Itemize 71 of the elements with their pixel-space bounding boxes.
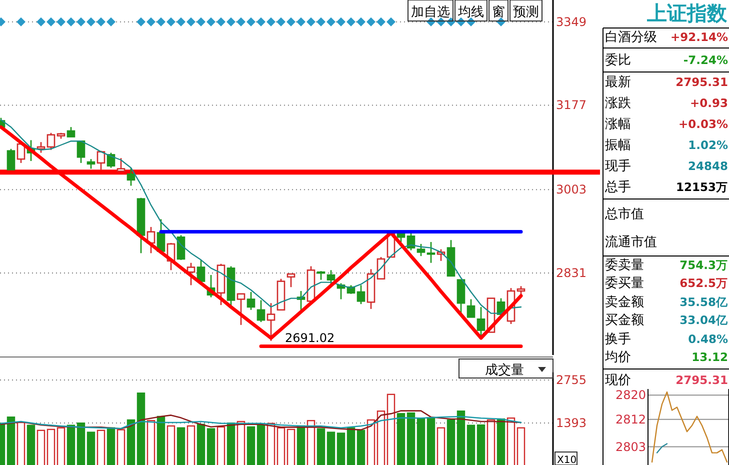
annotation: 窗	[492, 4, 505, 20]
annotation: 均线	[457, 5, 484, 20]
line-series	[0, 416, 522, 430]
category-label: 现手	[605, 159, 631, 174]
candlestick	[286, 273, 296, 288]
y-tick-label: 2831	[556, 266, 587, 280]
candlestick	[46, 132, 56, 151]
category-label: 卖金额	[605, 295, 644, 310]
text: 2795.31	[676, 373, 728, 387]
candlestick	[256, 300, 266, 323]
annotation: 加自选	[411, 5, 450, 20]
category-label: 振幅	[605, 138, 631, 153]
y-tick-label: 2803	[615, 440, 646, 454]
text: 33.04亿	[680, 313, 728, 327]
y-tick-label: 2812	[615, 412, 646, 426]
text: +92.14%	[670, 30, 728, 44]
category-label: 买金额	[605, 313, 644, 328]
candlestick	[86, 158, 96, 170]
y-tick-label: 2755	[556, 373, 587, 388]
text: 0.48%	[688, 332, 728, 346]
category-label: 现价	[605, 373, 631, 388]
text: 35.58亿	[680, 295, 728, 309]
y-tick-label: 3177	[556, 98, 587, 112]
candlestick	[326, 269, 336, 285]
text: -7.24%	[683, 53, 728, 67]
candlestick	[126, 167, 136, 186]
y-tick-label: 1393	[556, 416, 587, 430]
y-tick-label: 3003	[556, 182, 587, 197]
category-label: 总手	[604, 180, 631, 195]
category-label: 涨幅	[605, 117, 631, 132]
text: 754.3万	[680, 258, 728, 272]
text: 上证指数	[646, 1, 728, 25]
text: 12153万	[676, 180, 728, 194]
text: +0.93	[690, 96, 728, 110]
candlestick	[456, 279, 466, 314]
candlestick	[66, 126, 76, 138]
candlestick	[466, 298, 476, 318]
annotation: 预测	[513, 5, 539, 20]
text: +0.03%	[678, 117, 728, 131]
candlestick	[76, 140, 86, 164]
candlestick	[416, 243, 426, 257]
text: 2795.31	[676, 75, 728, 89]
category-label: 最新	[605, 75, 631, 90]
category-label: 委卖量	[605, 258, 644, 273]
text: 652.5万	[680, 276, 728, 290]
category-label: 委比	[605, 53, 631, 68]
candlestick	[6, 148, 16, 170]
candlestick	[116, 157, 126, 172]
candlestick	[236, 293, 246, 326]
chart-title: 成交量	[485, 362, 524, 378]
category-label: 委买量	[605, 276, 644, 291]
text: X10	[557, 455, 577, 465]
candlestick	[196, 259, 206, 282]
category-label: 总市值	[604, 207, 644, 222]
y-tick-label: 2820	[615, 388, 646, 402]
text: 24848	[688, 159, 728, 173]
candlestick	[266, 302, 276, 342]
line-series	[651, 391, 728, 463]
category-label: 流通市值	[605, 234, 657, 250]
category-label: 涨跌	[605, 96, 631, 111]
candlestick	[356, 284, 366, 305]
candlestick	[426, 241, 436, 264]
text: 1.02%	[688, 138, 728, 152]
category-label: 换手	[605, 332, 631, 347]
text: 13.12	[692, 350, 728, 364]
category-label: 白酒分级	[605, 30, 657, 45]
y-tick-label: 3349	[556, 14, 587, 29]
category-label: 均价	[604, 350, 631, 365]
candlestick	[186, 262, 196, 286]
candlestick	[246, 291, 256, 311]
annotation: 2691.02	[285, 330, 335, 345]
